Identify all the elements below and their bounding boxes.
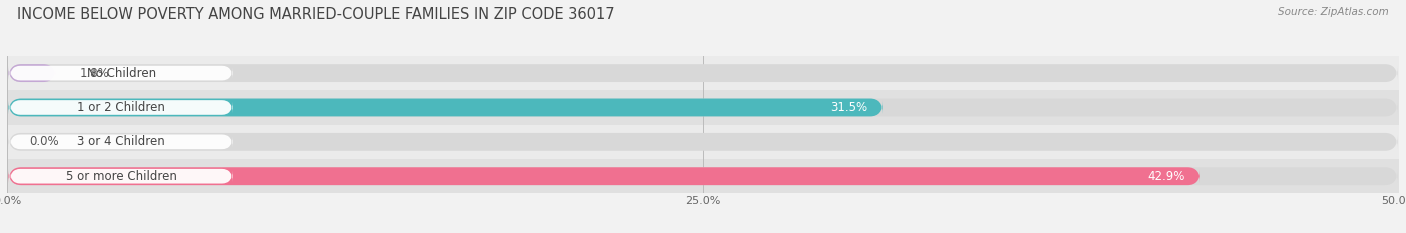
Text: INCOME BELOW POVERTY AMONG MARRIED-COUPLE FAMILIES IN ZIP CODE 36017: INCOME BELOW POVERTY AMONG MARRIED-COUPL…: [17, 7, 614, 22]
Text: 5 or more Children: 5 or more Children: [66, 170, 177, 183]
FancyBboxPatch shape: [8, 167, 1199, 185]
Text: 31.5%: 31.5%: [830, 101, 868, 114]
FancyBboxPatch shape: [10, 169, 232, 184]
Text: 1 or 2 Children: 1 or 2 Children: [77, 101, 165, 114]
FancyBboxPatch shape: [8, 99, 1398, 116]
Text: 42.9%: 42.9%: [1147, 170, 1185, 183]
FancyBboxPatch shape: [8, 64, 1398, 82]
Bar: [7, 125, 1399, 159]
FancyBboxPatch shape: [8, 64, 56, 82]
FancyBboxPatch shape: [10, 66, 232, 80]
Text: No Children: No Children: [87, 67, 156, 80]
FancyBboxPatch shape: [8, 133, 1398, 151]
Bar: [7, 159, 1399, 193]
Text: 0.0%: 0.0%: [30, 135, 59, 148]
Text: 3 or 4 Children: 3 or 4 Children: [77, 135, 165, 148]
FancyBboxPatch shape: [10, 134, 232, 149]
FancyBboxPatch shape: [8, 99, 883, 116]
Text: 1.8%: 1.8%: [79, 67, 110, 80]
Bar: [7, 56, 1399, 90]
FancyBboxPatch shape: [10, 100, 232, 115]
FancyBboxPatch shape: [8, 167, 1398, 185]
Text: Source: ZipAtlas.com: Source: ZipAtlas.com: [1278, 7, 1389, 17]
Bar: [7, 90, 1399, 125]
